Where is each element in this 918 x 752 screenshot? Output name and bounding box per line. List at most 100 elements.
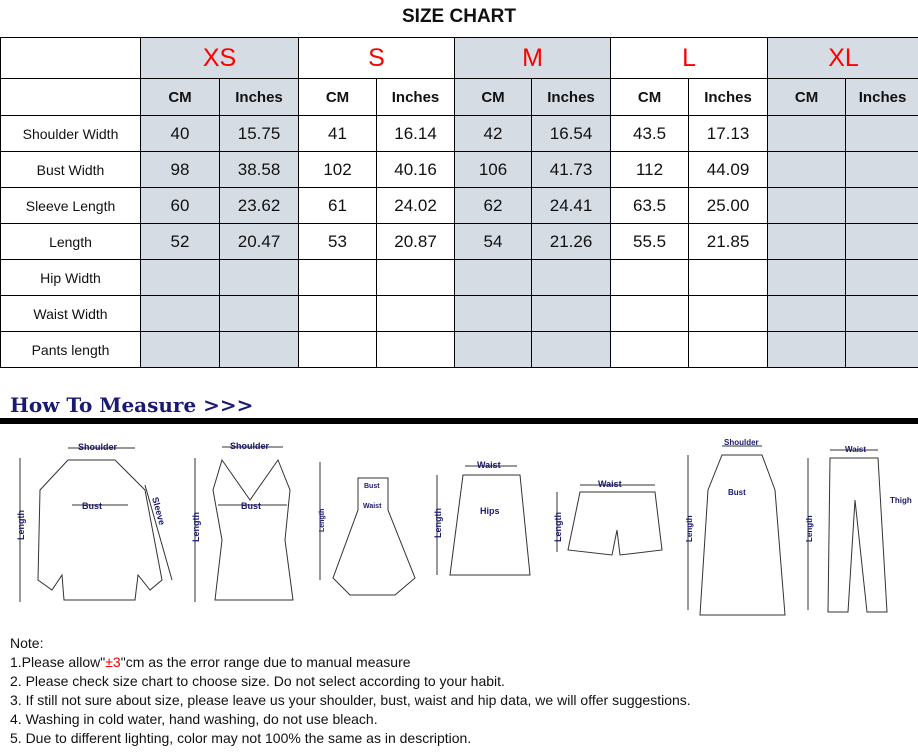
note-1: 1.Please allow"±3"cm as the error range … <box>10 653 691 672</box>
value-cell: 20.87 <box>376 223 456 260</box>
divider <box>0 418 918 424</box>
value-cell <box>454 331 533 368</box>
size-chart-table: XS S M L XL CM Inches CM Inches CM Inches CM Inches C… <box>0 37 918 368</box>
size-header: L <box>610 37 769 79</box>
value-cell: 21.26 <box>531 223 612 260</box>
pants-figure: Waist Thigh Length <box>805 445 912 613</box>
value-cell <box>531 295 612 332</box>
table-row: Hip Width <box>0 259 918 296</box>
value-cell <box>610 259 690 296</box>
value-cell <box>531 331 612 368</box>
value-cell: 54 <box>454 223 533 260</box>
value-cell: 98 <box>140 151 220 188</box>
shoulder-label: Shoulder <box>724 438 759 447</box>
thigh-label: Thigh <box>890 496 912 505</box>
value-cell: 63.5 <box>610 187 690 224</box>
value-cell <box>845 187 918 224</box>
shorts-figure: Waist Length <box>553 479 663 556</box>
table-row: Sleeve Length 60 23.62 61 24.02 62 24.41 63.5 25… <box>0 187 918 224</box>
row-label: Length <box>0 223 141 260</box>
unit-header: CM <box>610 78 690 116</box>
unit-header: Inches <box>688 78 769 116</box>
waist-label: Waist <box>477 460 501 470</box>
hips-label: Hips <box>480 506 500 516</box>
notes-heading: Note: <box>10 635 44 651</box>
value-cell <box>688 331 769 368</box>
corner-cell <box>0 37 141 79</box>
value-cell: 16.54 <box>531 115 612 152</box>
row-label: Shoulder Width <box>0 115 141 152</box>
note-5: 5. Due to different lighting, color may … <box>10 730 472 746</box>
value-cell <box>376 295 456 332</box>
value-cell <box>688 259 769 296</box>
value-cell: 41 <box>298 115 378 152</box>
value-cell <box>140 295 220 332</box>
value-cell <box>298 331 378 368</box>
value-cell <box>767 331 847 368</box>
value-cell <box>845 259 918 296</box>
value-cell: 38.58 <box>218 151 300 188</box>
value-cell: 23.62 <box>218 187 300 224</box>
size-header: XS <box>139 37 300 79</box>
tolerance-value: ±3 <box>105 654 121 670</box>
notes: Note: 1.Please allow"±3"cm as the error … <box>10 634 691 748</box>
length-label: Length <box>319 509 326 532</box>
length-label: Length <box>433 508 443 538</box>
value-cell <box>140 259 220 296</box>
size-header: M <box>454 37 612 79</box>
value-cell <box>376 259 456 296</box>
value-cell: 53 <box>298 223 378 260</box>
note-2: 2. Please check size chart to choose siz… <box>10 673 505 689</box>
value-cell: 102 <box>298 151 378 188</box>
note-3: 3. If still not sure about size, please … <box>10 692 691 708</box>
value-cell <box>454 295 533 332</box>
value-cell <box>767 295 847 332</box>
value-cell: 43.5 <box>610 115 690 152</box>
value-cell: 106 <box>454 151 533 188</box>
row-label: Sleeve Length <box>0 187 141 224</box>
tank-top-figure: Shoulder Bust Length <box>191 441 294 602</box>
value-cell <box>767 223 847 260</box>
value-cell <box>298 259 378 296</box>
bust-label: Bust <box>364 483 380 490</box>
value-cell <box>218 331 300 368</box>
table-row: Pants length <box>0 331 918 368</box>
value-cell: 21.85 <box>688 223 769 260</box>
value-cell <box>845 331 918 368</box>
dress-figure: Bust Waist Length <box>319 462 416 596</box>
value-cell: 62 <box>454 187 533 224</box>
value-cell <box>767 115 847 152</box>
note-4: 4. Washing in cold water, hand washing, … <box>10 711 378 727</box>
value-cell <box>688 295 769 332</box>
unit-header: CM <box>140 78 220 116</box>
length-label: Length <box>805 515 814 542</box>
skirt-figure: Waist Hips Length <box>433 460 531 576</box>
waist-label: Waist <box>363 503 382 510</box>
how-to-measure-heading: How To Measure >>> <box>10 393 254 417</box>
value-cell <box>376 331 456 368</box>
length-label: Length <box>16 510 26 540</box>
value-cell <box>218 295 300 332</box>
size-header: XL <box>767 37 918 79</box>
page-title: SIZE CHART <box>402 6 516 27</box>
value-cell <box>845 295 918 332</box>
waist-label: Waist <box>598 479 622 489</box>
value-cell: 41.73 <box>531 151 612 188</box>
table-row: Length 52 20.47 53 20.87 54 21.26 55.5 21.85 <box>0 223 918 260</box>
value-cell <box>218 259 300 296</box>
unit-header: CM <box>298 78 378 116</box>
row-label: Pants length <box>0 331 141 368</box>
value-cell <box>767 151 847 188</box>
value-cell: 61 <box>298 187 378 224</box>
value-cell <box>454 259 533 296</box>
value-cell: 40.16 <box>376 151 456 188</box>
blouse-figure: Shoulder Bust Length Sleeve <box>16 442 173 602</box>
corner-cell <box>0 78 141 116</box>
row-label: Hip Width <box>0 259 141 296</box>
trench-coat-figure: Shoulder Bust Length <box>685 438 786 616</box>
size-header: S <box>298 37 456 79</box>
unit-header: Inches <box>531 78 612 116</box>
length-label: Length <box>553 512 563 542</box>
value-cell: 60 <box>140 187 220 224</box>
value-cell <box>140 331 220 368</box>
